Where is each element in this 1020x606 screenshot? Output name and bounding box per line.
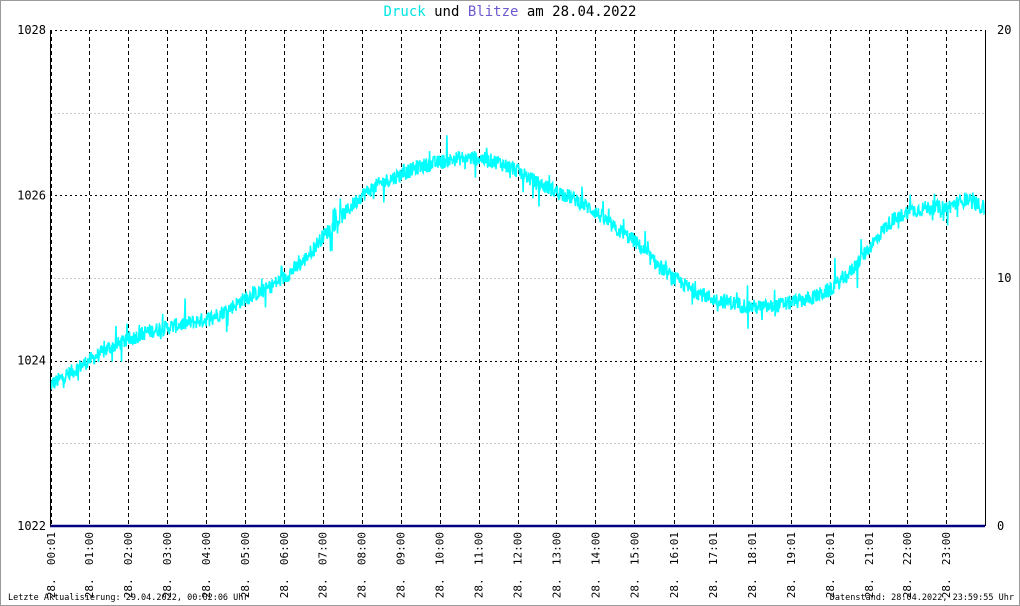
data-status-text: Datenstand: 28.04.2022, 23:59:55 Uhr — [829, 593, 1014, 603]
x-tick-label: 28. 06:00 — [278, 532, 291, 598]
y-tick-label-left: 1022 — [17, 519, 46, 533]
x-tick-label: 28. 21:01 — [863, 532, 876, 598]
y-tick-label-left: 1024 — [17, 354, 46, 368]
x-tick-label: 28. 02:00 — [122, 532, 135, 598]
x-tick-label: 28. 23:00 — [940, 532, 953, 598]
title-und: und — [425, 4, 468, 20]
y-axis-left-labels: 1022 1024 1026 1028 — [17, 23, 46, 533]
x-tick-label: 28. 17:01 — [707, 532, 720, 598]
x-tick-label: 28. 14:00 — [589, 532, 602, 598]
y-tick-label-left: 1026 — [17, 188, 46, 202]
x-tick-label: 28. 07:00 — [317, 532, 330, 598]
x-tick-label: 28. 10:00 — [434, 532, 447, 598]
chart-title: Druck und Blitze am 28.04.2022 — [0, 4, 1020, 20]
x-tick-label: 28. 01:00 — [83, 532, 96, 598]
y-tick-label-right: 10 — [997, 271, 1011, 285]
x-axis-labels: 28. 00:01 28. 01:00 28. 02:00 28. 03:00 28. … — [45, 532, 953, 598]
y-tick-label-right: 20 — [997, 23, 1011, 37]
title-druck: Druck — [383, 4, 426, 20]
x-tick-label: 28. 05:00 — [239, 532, 252, 598]
x-tick-label: 28. 09:00 — [395, 532, 408, 598]
x-tick-label: 28. 04:00 — [200, 532, 213, 598]
x-tick-label: 28. 03:00 — [161, 532, 174, 598]
title-date: am 28.04.2022 — [518, 4, 637, 20]
last-update-text: Letzte Aktualisierung: 29.04.2022, 00:02… — [8, 593, 249, 603]
y-tick-label-right: 0 — [997, 519, 1004, 533]
x-tick-label: 28. 11:00 — [473, 532, 486, 598]
axes-layer — [50, 30, 986, 526]
x-tick-label: 28. 20:01 — [824, 532, 837, 598]
title-blitze: Blitze — [467, 4, 519, 20]
x-tick-label: 28. 16:01 — [668, 532, 681, 598]
grid-lines — [50, 30, 985, 526]
series-layer — [49, 135, 985, 528]
x-tick-label: 28. 19:01 — [785, 532, 798, 598]
x-tick-label: 28. 18:01 — [746, 532, 759, 598]
pressure-series-line — [49, 135, 985, 390]
x-tick-label: 28. 12:00 — [512, 532, 525, 598]
x-tick-label: 28. 15:00 — [628, 532, 641, 598]
y-tick-label-left: 1028 — [17, 23, 46, 37]
x-tick-label: 28. 13:00 — [551, 532, 564, 598]
x-tick-label: 28. 08:00 — [356, 532, 369, 598]
x-tick-label: 28. 00:01 — [45, 532, 58, 598]
y-axis-right-labels: 0 10 20 — [997, 23, 1011, 533]
x-tick-label: 28. 22:00 — [901, 532, 914, 598]
